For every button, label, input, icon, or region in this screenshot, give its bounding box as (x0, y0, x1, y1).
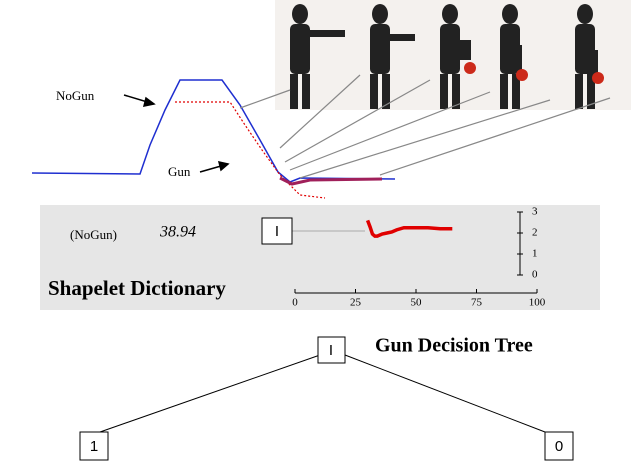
y-tick-label: 2 (532, 227, 538, 239)
gun-label: Gun (168, 164, 191, 179)
shapelet-highlight (279, 176, 383, 186)
tree-leaf-label: 1 (90, 438, 98, 455)
photo-strip (275, 0, 631, 110)
x-tick-label: 100 (529, 297, 546, 309)
x-tick-label: 50 (411, 297, 423, 309)
edge (99, 354, 321, 433)
tree-leaf (79, 431, 109, 461)
gun-series (175, 101, 326, 199)
node-box (261, 217, 293, 245)
tree-title: Gun Decision Tree (375, 335, 533, 357)
nogun-label: NoGun (56, 88, 95, 103)
class-label: (NoGun) (70, 227, 117, 242)
arrows (239, 74, 611, 179)
x-tick-label: 25 (350, 297, 362, 309)
edge (344, 354, 546, 433)
tree-leaf (544, 431, 574, 461)
shapelet-chart: 0 25 50 75 100 0 1 2 3 (292, 206, 546, 309)
node-label: I (275, 223, 279, 240)
y-tick-label: 3 (532, 206, 538, 218)
x-tick-label: 0 (292, 297, 298, 309)
nogun-series (31, 79, 396, 183)
shapelet-line (365, 219, 453, 238)
tree-node (317, 336, 346, 364)
tree-node-label: I (329, 342, 333, 359)
x-tick-label: 75 (471, 297, 483, 309)
y-tick-label: 1 (532, 248, 538, 260)
label-arrows (123, 94, 230, 173)
tree-leaf-label: 0 (555, 438, 563, 455)
y-tick-label: 0 (532, 269, 538, 281)
distance: 38.94 (159, 224, 196, 241)
dictionary-title: Shapelet Dictionary (48, 276, 226, 300)
